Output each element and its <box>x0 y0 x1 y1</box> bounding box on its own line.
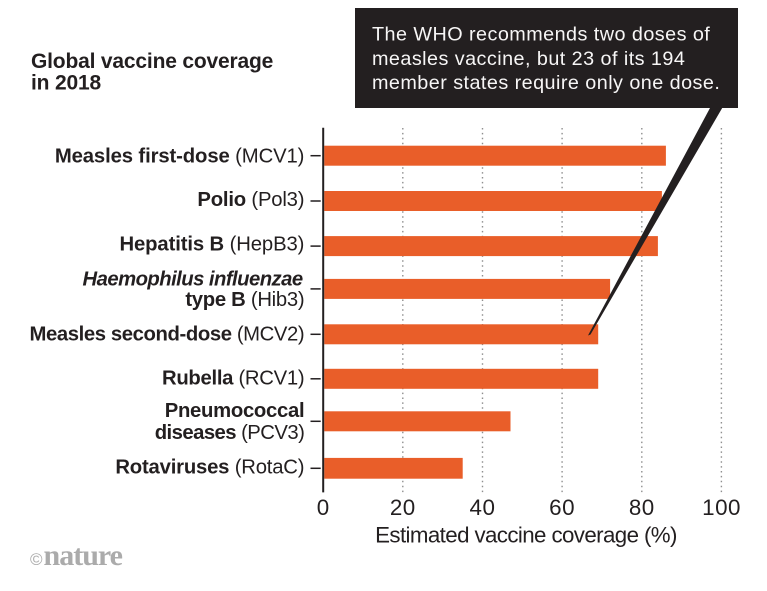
svg-text:Hepatitis B (HepB3): Hepatitis B (HepB3) <box>119 233 304 255</box>
svg-text:measles vaccine, but 23 of its: measles vaccine, but 23 of its 194 <box>372 48 685 70</box>
svg-text:type B (Hib3): type B (Hib3) <box>185 289 304 311</box>
svg-text:©nature: ©nature <box>30 539 123 572</box>
svg-text:in 2018: in 2018 <box>31 71 101 94</box>
svg-text:Rotaviruses (RotaC): Rotaviruses (RotaC) <box>115 456 304 478</box>
svg-text:40: 40 <box>470 495 496 520</box>
svg-text:60: 60 <box>549 495 575 520</box>
svg-text:Haemophilus influenzae: Haemophilus influenzae <box>83 269 303 291</box>
svg-text:Measles first-dose (MCV1): Measles first-dose (MCV1) <box>55 146 304 168</box>
svg-text:Global vaccine coverage: Global vaccine coverage <box>31 50 273 73</box>
svg-text:0: 0 <box>317 495 330 520</box>
svg-text:Polio (Pol3): Polio (Pol3) <box>197 189 304 211</box>
svg-text:Estimated vaccine coverage (%): Estimated vaccine coverage (%) <box>375 523 677 548</box>
svg-text:Rubella (RCV1): Rubella (RCV1) <box>162 367 304 389</box>
svg-text:Pneumococcal: Pneumococcal <box>165 400 305 422</box>
svg-text:100: 100 <box>702 495 741 520</box>
svg-text:diseases (PCV3): diseases (PCV3) <box>155 422 305 444</box>
svg-text:20: 20 <box>390 495 416 520</box>
svg-text:Measles second-dose (MCV2): Measles second-dose (MCV2) <box>30 323 305 345</box>
svg-text:member states require only one: member states require only one dose. <box>372 72 720 94</box>
svg-text:80: 80 <box>629 495 655 520</box>
svg-text:The WHO recommends two doses o: The WHO recommends two doses of <box>372 24 710 46</box>
